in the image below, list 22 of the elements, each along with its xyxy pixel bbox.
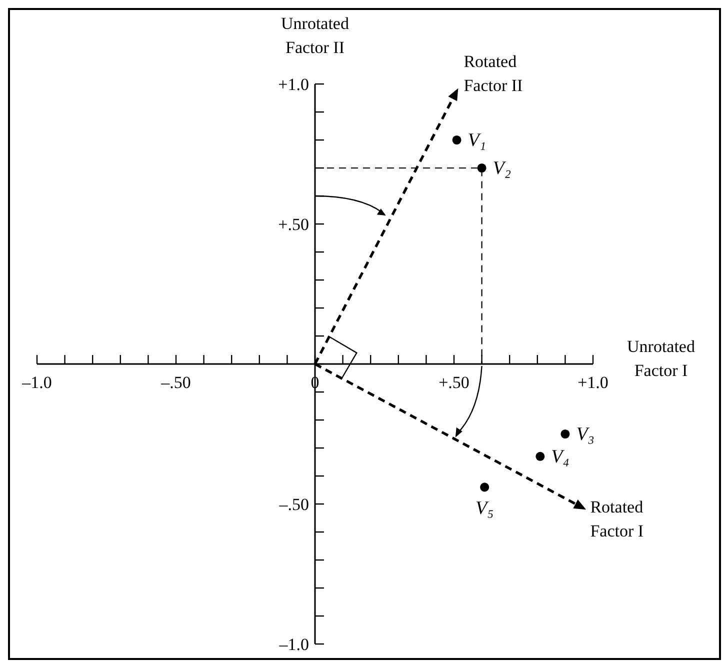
x-tick-label: –1.0 [21, 373, 52, 392]
annotation: V₂ [492, 158, 512, 179]
point [477, 163, 486, 173]
x-axis-title: Unrotated Factor I [627, 337, 696, 380]
x-tick-label: +1.0 [578, 373, 608, 392]
annotation: Rotated Factor II [464, 52, 524, 96]
y-tick-label: –.50 [278, 495, 309, 514]
point [560, 429, 570, 439]
annotation: V₄ [551, 446, 570, 468]
x-tick-label: –.50 [160, 373, 191, 392]
y-tick-label: +1.0 [278, 75, 309, 94]
y-axis-title: Unrotated Factor II [281, 14, 350, 57]
point [452, 135, 462, 145]
point [480, 482, 490, 492]
annotation: V₁ [468, 130, 486, 151]
y-tick-label: +.50 [278, 215, 309, 234]
y-tick-label: –1.0 [278, 635, 309, 654]
x-tick-label: +.50 [438, 373, 470, 392]
annotation: V₅ [475, 498, 494, 520]
point [536, 452, 545, 461]
annotation: Rotated Factor I [590, 497, 644, 540]
annotation: V₃ [576, 424, 594, 445]
